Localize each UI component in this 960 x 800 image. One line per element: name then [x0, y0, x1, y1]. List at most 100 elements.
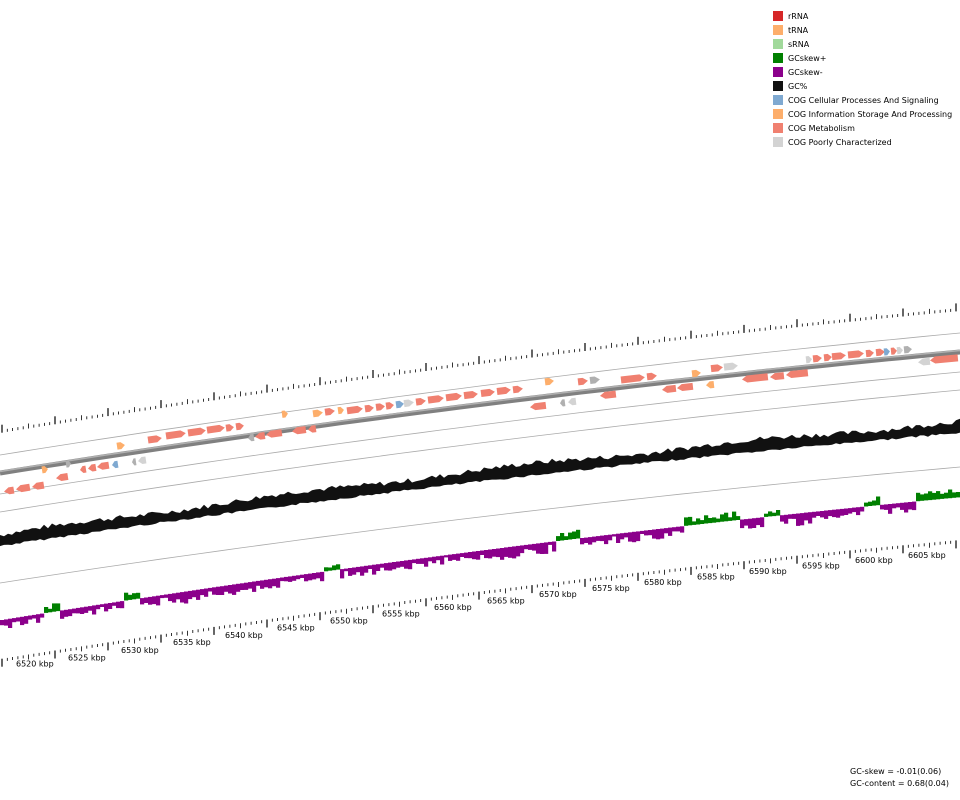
legend-label-trna: tRNA	[788, 25, 809, 35]
gc-skew-negative	[468, 552, 473, 559]
gc-skew-positive	[864, 502, 869, 507]
gc-content-stat: GC-content = 0.68(0.04)	[850, 779, 949, 788]
gc-skew-negative	[452, 554, 457, 560]
axis-label: 6580 kbp	[644, 578, 682, 587]
gc-skew-negative	[584, 537, 589, 543]
gc-skew-negative	[756, 517, 761, 526]
gc-skew-negative	[252, 581, 257, 592]
gc-skew-positive	[872, 500, 877, 506]
gc-skew-negative	[624, 532, 629, 538]
gc-skew-negative	[432, 556, 437, 564]
gc-skew-negative	[532, 543, 537, 551]
gc-skew-negative	[612, 534, 617, 537]
gc-skew-negative	[596, 536, 601, 541]
gc-skew-negative	[40, 613, 45, 618]
cds-feature	[847, 350, 864, 359]
gc-skew-negative	[172, 593, 177, 603]
gc-skew-positive	[696, 518, 701, 525]
cds-feature	[266, 429, 283, 438]
axis-label: 6605 kbp	[908, 551, 946, 560]
gc-skew-negative	[828, 510, 833, 517]
gc-skew-negative	[788, 514, 793, 519]
gc-skew-negative	[464, 552, 469, 559]
cds-feature	[255, 432, 266, 440]
gc-skew-positive	[560, 533, 565, 541]
gc-skew-negative	[840, 508, 845, 516]
cds-feature	[427, 395, 444, 404]
legend-label-gcskew-minus: GCskew-	[788, 67, 823, 77]
gc-skew-negative	[524, 544, 529, 550]
legend-label-srna: sRNA	[788, 39, 810, 49]
gc-skew-negative	[420, 558, 425, 564]
gc-skew-negative	[496, 548, 501, 558]
gc-skew-negative	[144, 597, 149, 603]
cds-feature	[691, 369, 701, 378]
cds-feature	[577, 377, 588, 386]
gc-skew-negative	[492, 549, 497, 557]
gc-skew-negative	[884, 504, 889, 510]
gc-skew-negative	[192, 590, 197, 598]
gc-skew-negative	[428, 557, 433, 562]
axis-label: 6570 kbp	[539, 590, 577, 599]
cds-feature	[312, 409, 323, 418]
gc-skew-negative	[512, 546, 517, 559]
cds-feature	[308, 425, 317, 433]
cds-feature	[132, 458, 137, 466]
trna-swatch	[773, 25, 783, 35]
gc-skew-negative	[196, 589, 201, 600]
cds-feature	[56, 473, 69, 481]
gc-skew-positive	[940, 493, 945, 499]
gc-skew-negative	[892, 503, 897, 509]
track-guide-lines	[0, 332, 960, 584]
cds-feature	[364, 404, 374, 413]
backbone-line	[0, 349, 960, 476]
gc-skew-negative	[392, 562, 397, 570]
axis-label: 6595 kbp	[802, 561, 840, 570]
cds-feature	[903, 346, 912, 354]
gc-content-track	[0, 418, 960, 547]
cds-feature	[235, 422, 244, 431]
cds-feature	[646, 372, 657, 381]
cds-feature	[662, 384, 677, 393]
cds-feature	[65, 460, 71, 468]
gc-skew-negative	[268, 579, 273, 589]
gc-skew-positive	[704, 515, 709, 524]
cds-feature	[346, 405, 363, 415]
cds-feature	[385, 402, 394, 410]
gc-skew-negative	[808, 512, 813, 524]
gc-content-swatch	[773, 81, 783, 91]
axis-label: 6600 kbp	[855, 556, 893, 565]
gc-skew-positive	[920, 494, 925, 501]
cds-feature	[600, 390, 617, 399]
gc-skew-negative	[156, 595, 161, 606]
cds-feature	[723, 362, 738, 371]
gc-skew-positive	[692, 521, 697, 525]
cds-feature	[112, 460, 119, 469]
gc-skew-negative	[504, 547, 509, 557]
axis-label: 6565 kbp	[487, 596, 525, 605]
gc-skew-negative	[176, 592, 181, 600]
gc-skew-negative	[396, 561, 401, 568]
gc-skew-negative	[112, 602, 117, 606]
cds-feature	[281, 410, 288, 418]
gc-statistics: GC-skew = -0.01(0.06) GC-content = 0.68(…	[850, 766, 949, 790]
gc-skew-negative	[604, 535, 609, 545]
legend-label-cog-cellular: COG Cellular Processes And Signaling	[788, 95, 939, 105]
gc-skew-negative	[536, 543, 541, 554]
legend-item-gc-content: GC%	[773, 79, 952, 93]
gc-skew-negative	[444, 555, 449, 558]
gc-skew-negative	[400, 561, 405, 567]
gc-skew-positive	[728, 517, 733, 521]
gc-skew-negative	[660, 528, 665, 539]
gc-skew-negative	[908, 502, 913, 510]
cds-feature	[292, 426, 307, 435]
gc-skew-negative	[552, 541, 557, 552]
genome-backbone	[0, 349, 960, 476]
gc-skew-negative	[88, 606, 93, 611]
gc-skew-negative	[852, 507, 857, 513]
gc-skew-positive	[924, 493, 929, 501]
gc-skew-negative	[476, 551, 481, 560]
cds-feature	[138, 456, 147, 464]
gc-skew-positive	[928, 491, 933, 501]
gc-skew-negative	[760, 517, 765, 528]
